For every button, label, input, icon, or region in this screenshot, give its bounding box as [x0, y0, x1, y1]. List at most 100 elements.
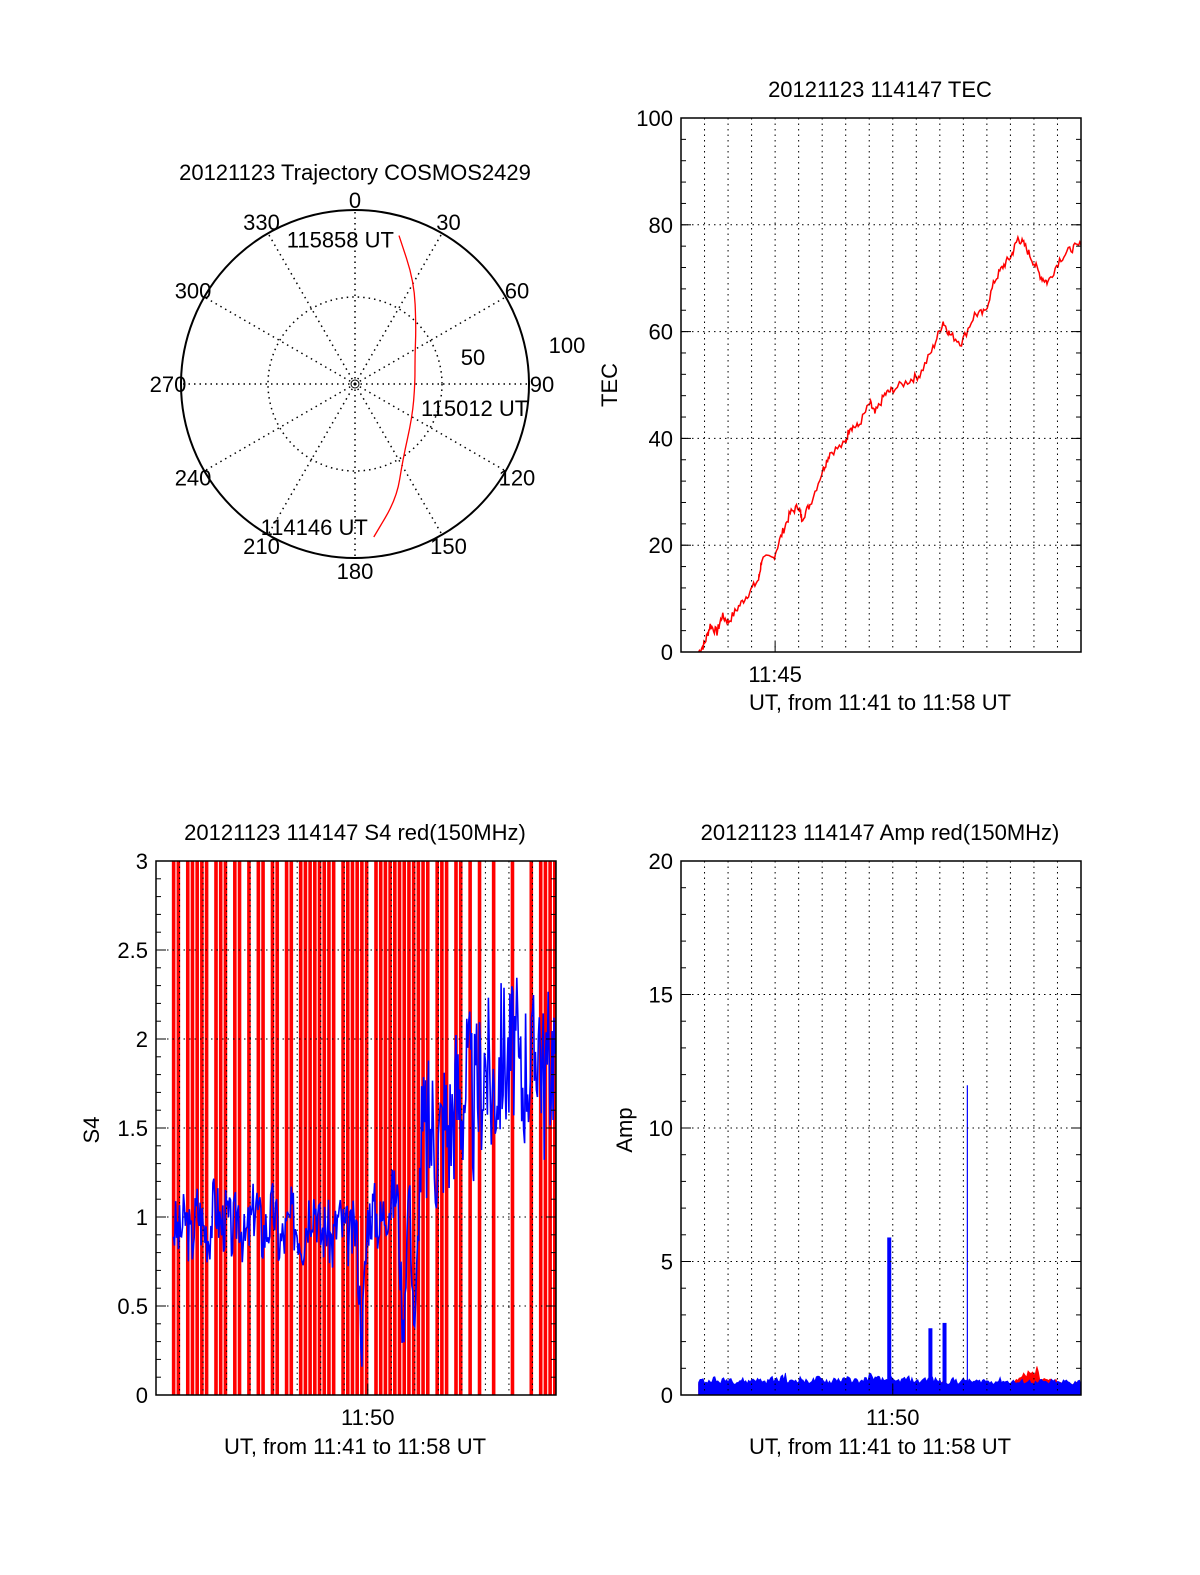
y-tick-label: 0 [136, 1383, 148, 1408]
azimuth-label: 210 [243, 534, 280, 559]
polar-trajectory: 115858 UT 115012 UT 114146 UT [261, 228, 529, 540]
azimuth-label: 330 [243, 210, 280, 235]
x-tick-label: 11:45 [748, 662, 801, 687]
azimuth-label: 0 [349, 188, 361, 213]
s4-red-bar [298, 861, 303, 1395]
tec-plot: 20121123 114147 TEC UT, from 11:41 to 11… [597, 77, 1082, 715]
y-tick-label: 1 [136, 1205, 148, 1230]
s4-red-bar [411, 861, 416, 1395]
y-tick-label: 40 [649, 426, 673, 451]
s4-red-bar [261, 861, 265, 1395]
grid [156, 861, 556, 1395]
plot-area [698, 1085, 1081, 1395]
amp-blue-peak [942, 1322, 947, 1395]
y-tick-label: 10 [649, 1116, 673, 1141]
s4-red-bar [416, 861, 421, 1395]
y-tick-label: 15 [649, 983, 673, 1008]
radial-label: 50 [461, 345, 485, 370]
polar-spoke [267, 383, 356, 536]
s4-red-bar [477, 861, 482, 1395]
s4-red-bar [350, 861, 355, 1395]
y-tick-label: 0 [661, 640, 673, 665]
s4-red-bar [327, 861, 331, 1395]
y-tick-label: 80 [649, 213, 673, 238]
s4-red-bar [190, 861, 195, 1395]
y-tick-label: 1.5 [117, 1116, 148, 1141]
polar-outer-ring [180, 209, 530, 559]
x-tick-label: 11:50 [341, 1405, 394, 1430]
polar-spoke [354, 232, 443, 385]
s4-red-bar [491, 861, 496, 1395]
azimuth-label: 270 [150, 372, 187, 397]
y-tick-label: 3 [136, 849, 148, 874]
s4-red-bar [407, 861, 411, 1395]
polar-spoke [203, 296, 356, 385]
amp-blue-peak [928, 1328, 933, 1395]
polar-center [350, 379, 360, 389]
polar-ring-50 [267, 296, 443, 472]
tec-ylabel: TEC [597, 363, 622, 407]
s4-red-bar [383, 861, 388, 1395]
grid [681, 118, 1081, 652]
polar-spoke [354, 383, 507, 472]
x-tick-label: 11:50 [866, 1405, 919, 1430]
y-tick-label: 0.5 [117, 1294, 148, 1319]
s4-red-bar [313, 861, 317, 1395]
s4-ylabel: S4 [79, 1117, 104, 1144]
s4-plot: 20121123 114147 S4 red(150MHz) UT, from … [79, 820, 557, 1459]
s4-red-bar [322, 861, 327, 1395]
grid [681, 861, 1081, 1395]
azimuth-label: 60 [505, 279, 529, 304]
s4-red-bar [256, 861, 261, 1395]
y-tick-label: 20 [649, 849, 673, 874]
azimuth-label: 180 [337, 559, 374, 584]
amp-ylabel: Amp [612, 1107, 637, 1152]
amp-plot: 20121123 114147 Amp red(150MHz) UT, from… [612, 820, 1082, 1459]
s4-red-bar [218, 861, 223, 1395]
s4-red-bar [378, 861, 383, 1395]
s4-red-bar [355, 861, 359, 1395]
s4-red-bar [538, 861, 543, 1395]
plot-frame [680, 117, 1082, 653]
amp-blue-peak [887, 1237, 892, 1395]
s4-red-bar [247, 861, 251, 1395]
s4-red-bar [223, 861, 228, 1395]
polar-title: 20121123 Trajectory COSMOS2429 [179, 160, 531, 185]
y-tick-label: 2.5 [117, 938, 148, 963]
azimuth-label: 300 [175, 279, 212, 304]
azimuth-label: 150 [430, 534, 467, 559]
y-tick-label: 5 [661, 1250, 673, 1275]
y-tick-label: 0 [661, 1383, 673, 1408]
azimuth-label: 240 [175, 466, 212, 491]
s4-red-bar [543, 861, 548, 1395]
polar-spoke [203, 383, 356, 472]
y-tick-label: 20 [649, 533, 673, 558]
s4-red-bar [195, 861, 199, 1395]
s4-xlabel: UT, from 11:41 to 11:58 UT [224, 1434, 486, 1459]
tec-series-line [697, 234, 1081, 652]
radial-label: 100 [549, 333, 586, 358]
s4-red-bar [200, 861, 204, 1395]
s4-red-bar [331, 861, 336, 1395]
azimuth-label: 30 [436, 210, 460, 235]
plot-area [171, 861, 556, 1395]
trajectory-time-label: 115012 UT [421, 396, 528, 421]
tec-title: 20121123 114147 TEC [768, 77, 992, 102]
s4-red-bar [360, 861, 364, 1395]
s4-red-bar [364, 861, 369, 1395]
polar-grid: 0 30 60 90 120 150 180 210 240 270 300 330 50 100 [150, 188, 586, 584]
trajectory-time-label: 114146 UT [261, 515, 368, 540]
s4-title: 20121123 114147 S4 red(150MHz) [184, 820, 526, 845]
s4-red-bar [345, 861, 350, 1395]
plot-frame [155, 860, 557, 1396]
polar-spoke [354, 296, 507, 385]
y-tick-label: 60 [649, 320, 673, 345]
trajectory-time-label: 115858 UT [287, 228, 394, 253]
tec-xlabel: UT, from 11:41 to 11:58 UT [749, 690, 1011, 715]
s4-red-bar [510, 861, 515, 1395]
s4-red-bar [317, 861, 322, 1395]
s4-red-bar [454, 861, 458, 1395]
amp-blue-peak [966, 1085, 968, 1395]
